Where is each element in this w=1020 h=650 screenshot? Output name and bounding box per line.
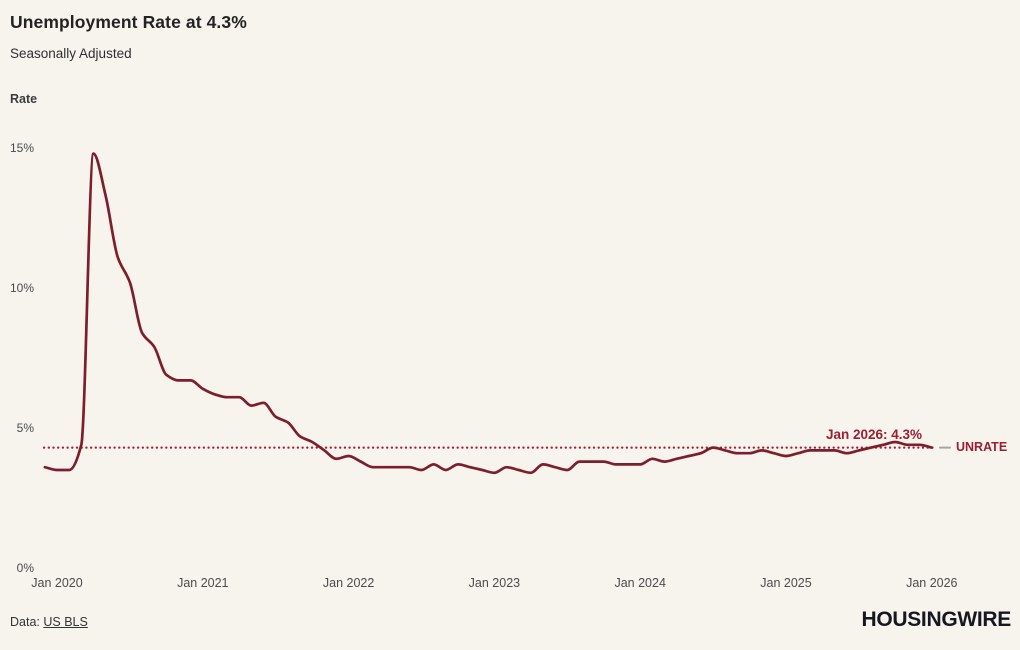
series-label-unrate: UNRATE [956,440,1008,454]
x-tick-label: Jan 2022 [322,576,375,590]
data-source-prefix: Data: [10,615,44,629]
annotation-current-value: Jan 2026: 4.3% [825,427,922,442]
y-tick-label: 5% [16,421,34,435]
x-tick-label: Jan 2025 [760,576,812,590]
x-tick-label: Jan 2023 [468,576,521,590]
data-source: Data: US BLS [10,615,88,629]
y-axis-title: Rate [10,92,38,106]
source-link[interactable]: US BLS [43,615,88,629]
y-tick-label: 0% [16,561,34,575]
housingwire-logo: HOUSINGWIRE [861,608,1011,631]
x-tick-label: Jan 2020 [31,576,83,590]
x-tick-label: Jan 2024 [614,576,666,590]
chart-title: Unemployment Rate at 4.3% [10,12,247,32]
x-tick-label: Jan 2026 [906,576,958,590]
x-tick-label: Jan 2021 [177,576,229,590]
unrate-line [43,152,934,475]
y-tick-label: 15% [9,141,34,155]
y-tick-label: 10% [9,281,34,295]
chart-subtitle: Seasonally Adjusted [10,46,132,61]
